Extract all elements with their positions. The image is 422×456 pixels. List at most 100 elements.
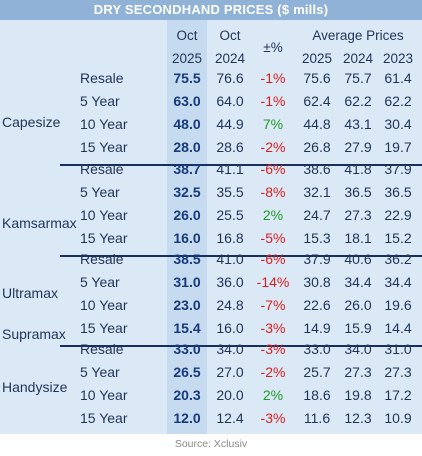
value-avg-2023: 19.6: [384, 297, 412, 313]
value-oct-2024: 28.6: [216, 139, 244, 155]
table-title: DRY SECONDHAND PRICES ($ mills): [0, 0, 422, 20]
row-label: 15 Year: [80, 139, 128, 155]
value-oct-2025: 38.7: [173, 161, 201, 177]
value-change-pct: 7%: [262, 116, 284, 132]
header-oct-2024-month: Oct: [219, 28, 241, 43]
value-avg-2025: 30.8: [303, 274, 331, 290]
header-avg-2024: 2024: [342, 51, 374, 66]
value-change-pct: -1%: [260, 70, 286, 86]
price-table: Oct 2025 Oct 2024 ±% Average Prices 2025…: [0, 20, 422, 434]
value-avg-2023: 36.2: [384, 251, 412, 267]
group-label-handysize: Handysize: [2, 379, 68, 395]
value-oct-2025: 38.5: [173, 251, 201, 267]
value-avg-2023: 31.0: [384, 341, 412, 357]
value-avg-2025: 18.6: [303, 387, 331, 403]
group-label-capesize: Capesize: [2, 114, 61, 130]
header-avg-2023: 2023: [382, 51, 414, 66]
value-change-pct: -6%: [260, 161, 286, 177]
value-oct-2025: 15.4: [173, 320, 201, 336]
value-avg-2025: 15.3: [303, 230, 331, 246]
value-avg-2024: 62.2: [344, 93, 372, 109]
value-change-pct: -14%: [256, 274, 290, 290]
value-oct-2024: 64.0: [216, 93, 244, 109]
value-avg-2025: 62.4: [303, 93, 331, 109]
group-separator: [60, 345, 422, 347]
row-label: 5 Year: [80, 93, 120, 109]
value-oct-2025: 31.0: [173, 274, 201, 290]
value-oct-2024: 76.6: [216, 70, 244, 86]
value-avg-2023: 22.9: [384, 207, 412, 223]
value-avg-2023: 15.2: [384, 230, 412, 246]
header-average-prices: Average Prices: [312, 28, 404, 43]
value-oct-2025: 32.5: [173, 184, 201, 200]
value-change-pct: -1%: [260, 93, 286, 109]
value-change-pct: -2%: [260, 139, 286, 155]
value-avg-2024: 12.3: [344, 410, 372, 426]
value-avg-2025: 44.8: [303, 116, 331, 132]
value-avg-2025: 22.6: [303, 297, 331, 313]
value-avg-2024: 27.3: [344, 364, 372, 380]
value-change-pct: -6%: [260, 251, 286, 267]
value-avg-2023: 14.4: [384, 320, 412, 336]
value-avg-2024: 41.8: [344, 161, 372, 177]
value-oct-2024: 36.0: [216, 274, 244, 290]
value-change-pct: -2%: [260, 364, 286, 380]
value-avg-2023: 61.4: [384, 70, 412, 86]
value-avg-2023: 30.4: [384, 116, 412, 132]
row-label: 5 Year: [80, 274, 120, 290]
value-change-pct: -8%: [260, 184, 286, 200]
row-label: 5 Year: [80, 364, 120, 380]
value-change-pct: 2%: [262, 387, 284, 403]
value-oct-2025: 16.0: [173, 230, 201, 246]
value-oct-2024: 41.1: [216, 161, 244, 177]
value-change-pct: -7%: [260, 297, 286, 313]
value-avg-2024: 34.4: [344, 274, 372, 290]
value-avg-2024: 27.3: [344, 207, 372, 223]
value-avg-2024: 43.1: [344, 116, 372, 132]
value-avg-2025: 37.9: [303, 251, 331, 267]
value-avg-2025: 26.8: [303, 139, 331, 155]
value-oct-2024: 27.0: [216, 364, 244, 380]
value-oct-2025: 12.0: [173, 410, 201, 426]
value-oct-2025: 63.0: [173, 93, 201, 109]
value-avg-2023: 36.5: [384, 184, 412, 200]
row-label: 15 Year: [80, 230, 128, 246]
value-avg-2023: 27.3: [384, 364, 412, 380]
group-label-kamsarmax: Kamsarmax: [2, 215, 77, 231]
value-oct-2025: 26.0: [173, 207, 201, 223]
row-label: 10 Year: [80, 207, 128, 223]
value-oct-2025: 26.5: [173, 364, 201, 380]
value-change-pct: -3%: [260, 410, 286, 426]
value-oct-2025: 28.0: [173, 139, 201, 155]
value-oct-2024: 34.0: [216, 341, 244, 357]
value-oct-2024: 12.4: [216, 410, 244, 426]
group-label-ultramax: Ultramax: [2, 285, 59, 301]
header-oct-2025-year: 2025: [171, 51, 203, 66]
value-oct-2024: 24.8: [216, 297, 244, 313]
value-avg-2024: 18.1: [344, 230, 372, 246]
value-change-pct: -5%: [260, 230, 286, 246]
value-avg-2024: 75.7: [344, 70, 372, 86]
value-oct-2024: 20.0: [216, 387, 244, 403]
value-avg-2025: 24.7: [303, 207, 331, 223]
header-oct-2024-year: 2024: [214, 51, 246, 66]
value-change-pct: 2%: [262, 207, 284, 223]
value-avg-2025: 33.0: [303, 341, 331, 357]
value-avg-2024: 34.0: [344, 341, 372, 357]
value-avg-2024: 19.8: [344, 387, 372, 403]
value-oct-2024: 16.0: [216, 320, 244, 336]
value-avg-2025: 32.1: [303, 184, 331, 200]
row-label: 15 Year: [80, 320, 128, 336]
source-note: Source: Xclusiv: [174, 438, 248, 450]
row-label: 15 Year: [80, 410, 128, 426]
value-oct-2024: 41.0: [216, 251, 244, 267]
header-avg-2025: 2025: [301, 51, 333, 66]
value-avg-2025: 11.6: [303, 410, 331, 426]
row-label: 10 Year: [80, 387, 128, 403]
value-avg-2024: 15.9: [344, 320, 372, 336]
value-oct-2025: 48.0: [173, 116, 201, 132]
value-change-pct: -3%: [260, 320, 286, 336]
value-avg-2025: 38.6: [303, 161, 331, 177]
value-change-pct: -3%: [260, 341, 286, 357]
value-oct-2025: 23.0: [173, 297, 201, 313]
